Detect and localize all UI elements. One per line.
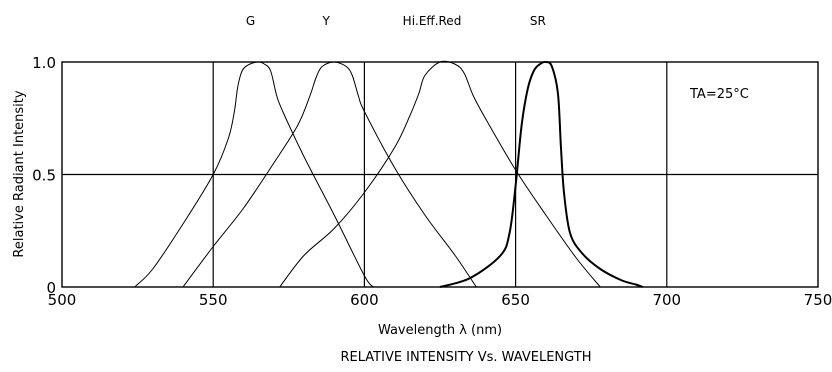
y-tick-label: 1.0 xyxy=(32,54,56,72)
y-tick-labels: 0 0.5 1.0 xyxy=(32,54,56,297)
x-tick-labels: 500 550 600 650 700 750 xyxy=(48,291,832,309)
series-label-sr: SR xyxy=(530,14,546,28)
series-label-hi-eff-red: Hi.Eff.Red xyxy=(403,14,462,28)
series-label-g: G xyxy=(246,14,255,28)
x-tick-label: 650 xyxy=(501,291,530,309)
y-axis-title: Relative Radiant Intensity xyxy=(12,90,27,257)
x-tick-label: 700 xyxy=(652,291,681,309)
y-tick-label: 0 xyxy=(46,279,56,297)
gridlines xyxy=(62,62,818,287)
plot-frame xyxy=(61,61,819,288)
x-tick-label: 750 xyxy=(804,291,832,309)
x-tick-label: 600 xyxy=(350,291,379,309)
series-line-g xyxy=(134,61,374,288)
series-labels: G Y Hi.Eff.Red SR xyxy=(246,14,546,28)
series-label-y: Y xyxy=(321,14,330,28)
x-axis-title: Wavelength λ (nm) xyxy=(378,323,502,338)
x-tick-label: 550 xyxy=(199,291,228,309)
chart-caption: RELATIVE INTENSITY Vs. WAVELENGTH xyxy=(341,350,592,365)
temperature-annotation: TA=25°C xyxy=(689,87,749,102)
x-tick-label: 500 xyxy=(48,291,77,309)
y-tick-label: 0.5 xyxy=(32,167,56,185)
